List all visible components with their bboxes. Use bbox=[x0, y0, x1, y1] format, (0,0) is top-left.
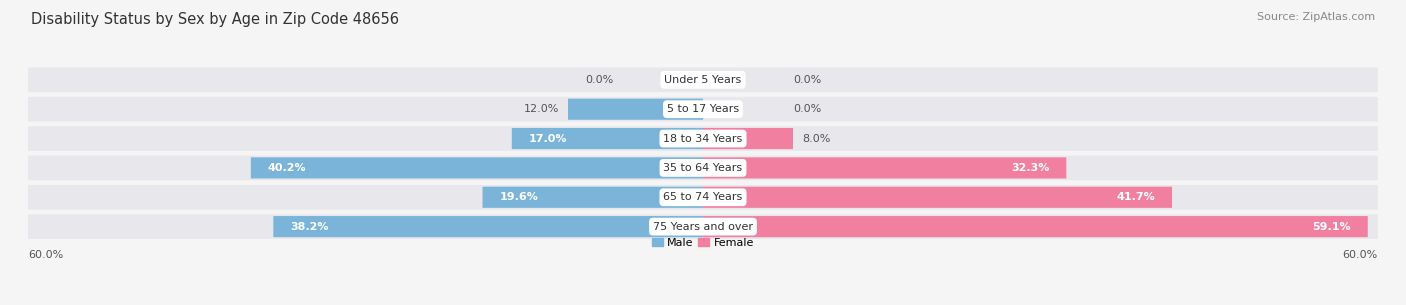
FancyBboxPatch shape bbox=[28, 126, 1378, 151]
Text: 32.3%: 32.3% bbox=[1011, 163, 1049, 173]
Text: 12.0%: 12.0% bbox=[523, 104, 560, 114]
FancyBboxPatch shape bbox=[28, 156, 1378, 180]
Text: 18 to 34 Years: 18 to 34 Years bbox=[664, 134, 742, 144]
Text: 38.2%: 38.2% bbox=[290, 222, 329, 231]
Text: 40.2%: 40.2% bbox=[267, 163, 307, 173]
FancyBboxPatch shape bbox=[703, 157, 1066, 178]
FancyBboxPatch shape bbox=[250, 157, 703, 178]
Text: Source: ZipAtlas.com: Source: ZipAtlas.com bbox=[1257, 12, 1375, 22]
FancyBboxPatch shape bbox=[568, 99, 703, 120]
FancyBboxPatch shape bbox=[28, 185, 1378, 210]
FancyBboxPatch shape bbox=[703, 187, 1173, 208]
Text: 59.1%: 59.1% bbox=[1312, 222, 1351, 231]
Legend: Male, Female: Male, Female bbox=[647, 233, 759, 252]
Text: 60.0%: 60.0% bbox=[1343, 249, 1378, 260]
FancyBboxPatch shape bbox=[703, 216, 1368, 237]
Text: 5 to 17 Years: 5 to 17 Years bbox=[666, 104, 740, 114]
Text: 60.0%: 60.0% bbox=[28, 249, 63, 260]
Text: 19.6%: 19.6% bbox=[499, 192, 538, 202]
Text: 17.0%: 17.0% bbox=[529, 134, 567, 144]
Text: 65 to 74 Years: 65 to 74 Years bbox=[664, 192, 742, 202]
Text: 0.0%: 0.0% bbox=[585, 75, 613, 85]
FancyBboxPatch shape bbox=[703, 128, 793, 149]
Text: 8.0%: 8.0% bbox=[801, 134, 831, 144]
FancyBboxPatch shape bbox=[28, 67, 1378, 92]
Text: 0.0%: 0.0% bbox=[793, 75, 821, 85]
Text: 75 Years and over: 75 Years and over bbox=[652, 222, 754, 231]
Text: 41.7%: 41.7% bbox=[1116, 192, 1156, 202]
Text: Under 5 Years: Under 5 Years bbox=[665, 75, 741, 85]
FancyBboxPatch shape bbox=[28, 97, 1378, 121]
Text: Disability Status by Sex by Age in Zip Code 48656: Disability Status by Sex by Age in Zip C… bbox=[31, 12, 399, 27]
FancyBboxPatch shape bbox=[28, 214, 1378, 239]
FancyBboxPatch shape bbox=[512, 128, 703, 149]
Text: 35 to 64 Years: 35 to 64 Years bbox=[664, 163, 742, 173]
Text: 0.0%: 0.0% bbox=[793, 104, 821, 114]
FancyBboxPatch shape bbox=[482, 187, 703, 208]
FancyBboxPatch shape bbox=[273, 216, 703, 237]
